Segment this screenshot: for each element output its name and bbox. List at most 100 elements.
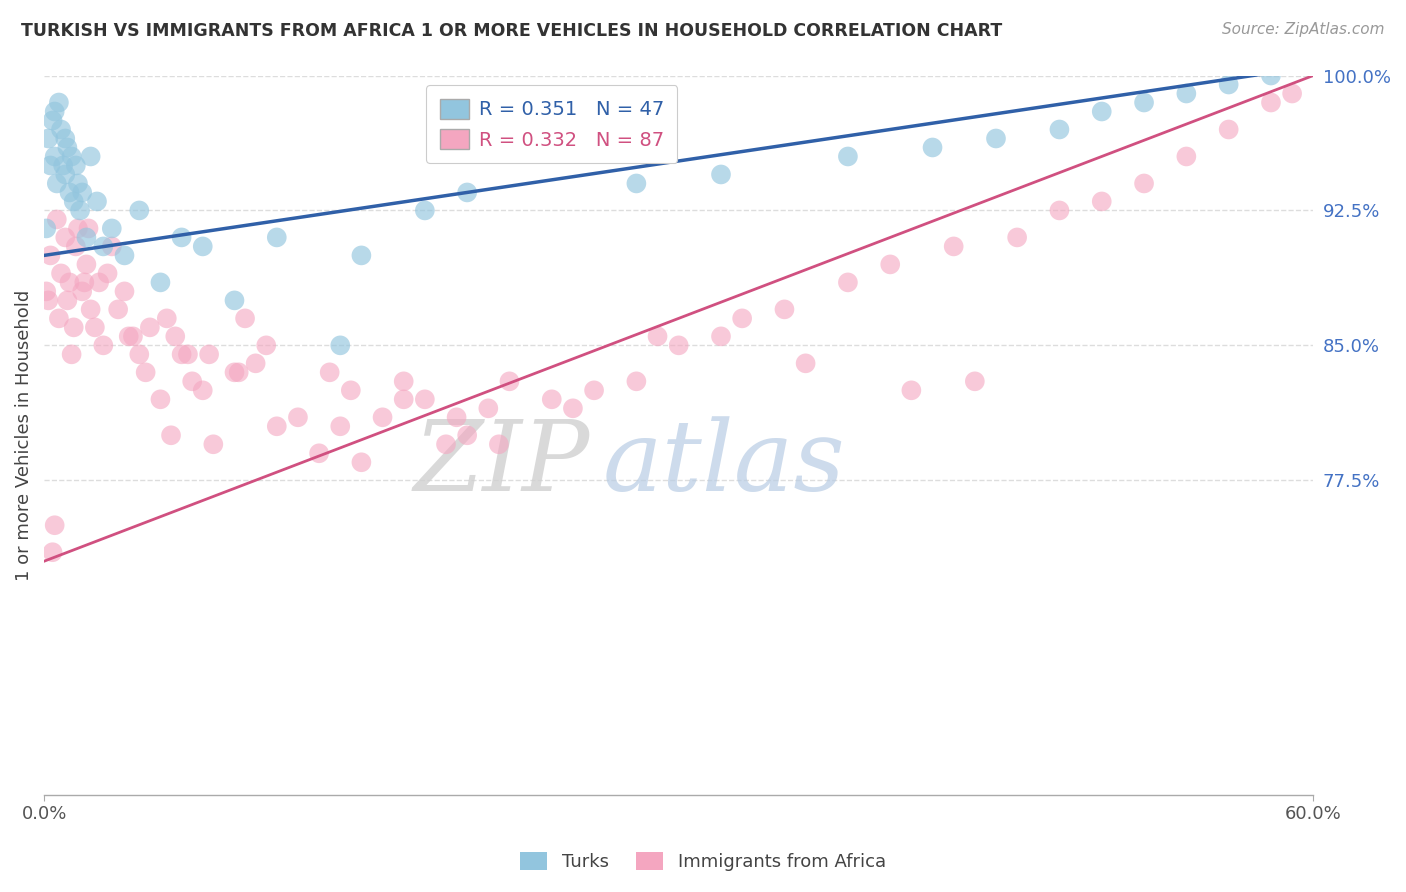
Point bbox=[350, 455, 373, 469]
Point bbox=[498, 374, 520, 388]
Point bbox=[41, 113, 63, 128]
Point bbox=[837, 149, 859, 163]
Point bbox=[413, 203, 436, 218]
Point bbox=[87, 276, 110, 290]
Point bbox=[921, 140, 943, 154]
Point bbox=[340, 384, 363, 398]
Point bbox=[53, 230, 76, 244]
Point bbox=[70, 186, 93, 200]
Point bbox=[44, 518, 66, 533]
Point bbox=[66, 177, 89, 191]
Point bbox=[1049, 203, 1071, 218]
Legend: R = 0.351   N = 47, R = 0.332   N = 87: R = 0.351 N = 47, R = 0.332 N = 87 bbox=[426, 86, 678, 163]
Point bbox=[101, 239, 124, 253]
Point bbox=[392, 392, 415, 407]
Point bbox=[35, 285, 58, 299]
Point bbox=[266, 419, 288, 434]
Point bbox=[35, 221, 58, 235]
Point bbox=[53, 131, 76, 145]
Point bbox=[191, 384, 214, 398]
Point bbox=[101, 221, 124, 235]
Point bbox=[44, 104, 66, 119]
Point bbox=[350, 248, 373, 262]
Point bbox=[56, 140, 79, 154]
Point bbox=[128, 203, 150, 218]
Point bbox=[75, 257, 97, 271]
Point bbox=[191, 239, 214, 253]
Point bbox=[1091, 104, 1114, 119]
Point bbox=[477, 401, 499, 416]
Point bbox=[37, 131, 59, 145]
Point bbox=[1218, 78, 1240, 92]
Point bbox=[48, 95, 70, 110]
Point bbox=[413, 392, 436, 407]
Point bbox=[583, 384, 606, 398]
Point bbox=[1260, 95, 1282, 110]
Point bbox=[318, 365, 340, 379]
Point bbox=[1175, 87, 1198, 101]
Point bbox=[710, 168, 733, 182]
Text: TURKISH VS IMMIGRANTS FROM AFRICA 1 OR MORE VEHICLES IN HOUSEHOLD CORRELATION CH: TURKISH VS IMMIGRANTS FROM AFRICA 1 OR M… bbox=[21, 22, 1002, 40]
Point bbox=[62, 320, 84, 334]
Point bbox=[139, 320, 162, 334]
Point bbox=[165, 329, 187, 343]
Point bbox=[942, 239, 965, 253]
Point bbox=[69, 203, 91, 218]
Point bbox=[91, 338, 114, 352]
Point bbox=[963, 374, 986, 388]
Point bbox=[329, 419, 352, 434]
Point bbox=[1005, 230, 1028, 244]
Point bbox=[984, 131, 1007, 145]
Point bbox=[58, 276, 80, 290]
Point bbox=[66, 221, 89, 235]
Point bbox=[170, 230, 193, 244]
Point bbox=[83, 320, 105, 334]
Point bbox=[668, 338, 690, 352]
Point bbox=[37, 293, 59, 308]
Point bbox=[177, 347, 200, 361]
Point bbox=[149, 392, 172, 407]
Point bbox=[114, 285, 136, 299]
Point bbox=[156, 311, 179, 326]
Point bbox=[245, 356, 267, 370]
Point bbox=[456, 428, 478, 442]
Point bbox=[1218, 122, 1240, 136]
Text: atlas: atlas bbox=[603, 417, 845, 512]
Point bbox=[118, 329, 141, 343]
Point bbox=[149, 276, 172, 290]
Point bbox=[52, 158, 75, 172]
Point bbox=[77, 221, 100, 235]
Point bbox=[128, 347, 150, 361]
Point bbox=[60, 149, 83, 163]
Point bbox=[107, 302, 129, 317]
Point bbox=[49, 122, 72, 136]
Point bbox=[79, 149, 101, 163]
Point bbox=[58, 186, 80, 200]
Point bbox=[1175, 149, 1198, 163]
Point bbox=[39, 248, 62, 262]
Point bbox=[73, 276, 96, 290]
Point bbox=[198, 347, 221, 361]
Point bbox=[228, 365, 250, 379]
Text: ZIP: ZIP bbox=[413, 417, 591, 512]
Point bbox=[44, 149, 66, 163]
Point bbox=[170, 347, 193, 361]
Point bbox=[79, 302, 101, 317]
Y-axis label: 1 or more Vehicles in Household: 1 or more Vehicles in Household bbox=[15, 290, 32, 581]
Point bbox=[266, 230, 288, 244]
Point bbox=[371, 410, 394, 425]
Point bbox=[794, 356, 817, 370]
Point bbox=[446, 410, 468, 425]
Point bbox=[540, 392, 562, 407]
Point bbox=[97, 266, 120, 280]
Point bbox=[488, 437, 510, 451]
Point bbox=[224, 293, 246, 308]
Point bbox=[91, 239, 114, 253]
Point bbox=[434, 437, 457, 451]
Point bbox=[45, 177, 67, 191]
Legend: Turks, Immigrants from Africa: Turks, Immigrants from Africa bbox=[513, 845, 893, 879]
Point bbox=[45, 212, 67, 227]
Point bbox=[1260, 69, 1282, 83]
Point bbox=[392, 374, 415, 388]
Point bbox=[879, 257, 901, 271]
